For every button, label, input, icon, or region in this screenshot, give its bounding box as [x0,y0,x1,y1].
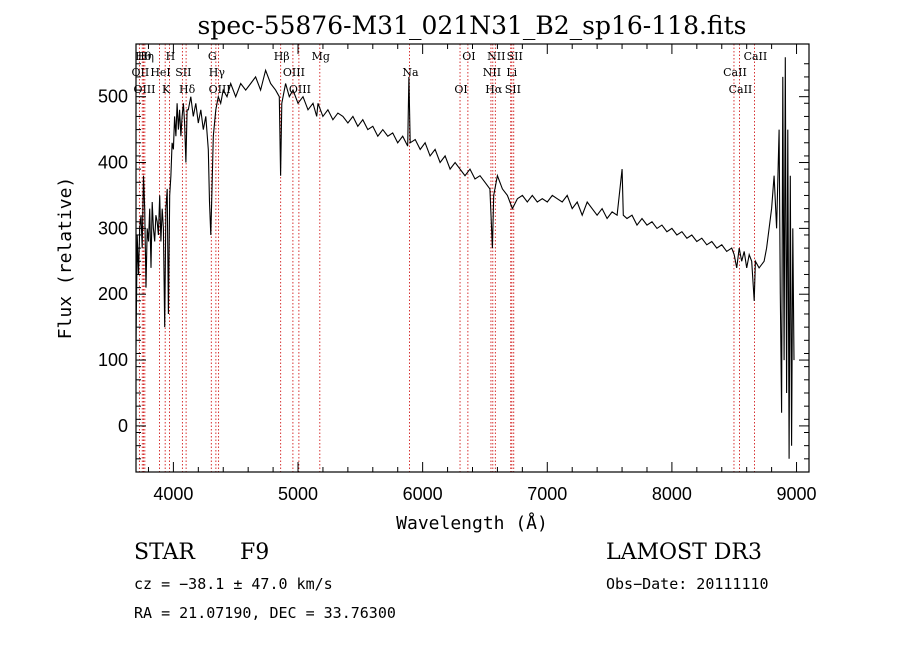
x-axis-ticks: 4000 5000 6000 7000 8000 9000 [147,44,817,504]
y-axis-ticks: 0 100 200 300 400 500 [98,63,809,460]
y-tick-label: 500 [98,87,128,107]
y-tick-label: 200 [98,284,128,304]
x-tick-label: 4000 [153,484,193,504]
emission-line-label: Hγ [209,66,226,79]
x-axis-label: Wavelength (Å) [396,512,548,534]
x-tick-label: 6000 [403,484,443,504]
object-subclass: F9 [240,540,269,565]
x-tick-label: 9000 [777,484,817,504]
emission-line-label: Hη [138,50,154,63]
emission-line-markers [138,44,755,472]
emission-line-label: Li [506,66,517,79]
emission-line-label: Na [402,66,419,79]
plot-frame [135,43,810,473]
emission-line-label: Mg [312,50,330,63]
ra-dec-coordinates: RA = 21.07190, DEC = 33.76300 [134,604,396,622]
emission-line-label: K [162,83,171,96]
y-tick-label: 300 [98,218,128,238]
emission-line-label: OI [454,83,467,96]
emission-line-label: H [166,50,176,63]
observation-date: Obs−Date: 20111110 [606,575,769,593]
survey-name: LAMOST DR3 [606,540,762,565]
emission-line-label: SII [175,66,191,79]
x-tick-label: 8000 [652,484,692,504]
emission-line-label: CaII [744,50,768,63]
spectrum-series-line [136,57,795,459]
object-info: STAR F9 LAMOST DR3 cz = −38.1 ± 47.0 km/… [134,540,769,622]
emission-line-label: SII [505,83,521,96]
emission-line-label: OIII [283,66,305,79]
emission-line-label: CaII [729,83,753,96]
emission-line-label: NII [487,50,505,63]
emission-line-label: G [208,50,217,63]
y-axis-label: Flux (relative) [55,177,76,340]
y-tick-label: 400 [98,153,128,173]
y-tick-label: 100 [98,350,128,370]
emission-line-label: OIII [133,83,155,96]
emission-line-label: OI [462,50,475,63]
emission-line-labels: HθOIIOIIIHηHeIKHSIIHδGHγOIIIHβOIIIOIIIMg… [132,50,768,96]
emission-line-label: Hδ [179,83,196,96]
emission-line-label: Hθ [135,50,152,63]
redshift-cz: cz = −38.1 ± 47.0 km/s [134,575,333,593]
emission-line-label: CaII [723,66,747,79]
emission-line-label: Hα [485,83,503,96]
emission-line-label: Hβ [274,50,290,63]
object-class: STAR [134,540,196,565]
chart-title: spec-55876-M31_021N31_B2_sp16-118.fits [198,11,747,40]
y-tick-label: 0 [118,416,128,436]
emission-line-label: SII [507,50,523,63]
x-tick-label: 5000 [278,484,318,504]
emission-line-label: NII [483,66,501,79]
x-tick-label: 7000 [527,484,567,504]
emission-line-label: OIII [289,83,311,96]
emission-line-label: HeI [150,66,170,79]
